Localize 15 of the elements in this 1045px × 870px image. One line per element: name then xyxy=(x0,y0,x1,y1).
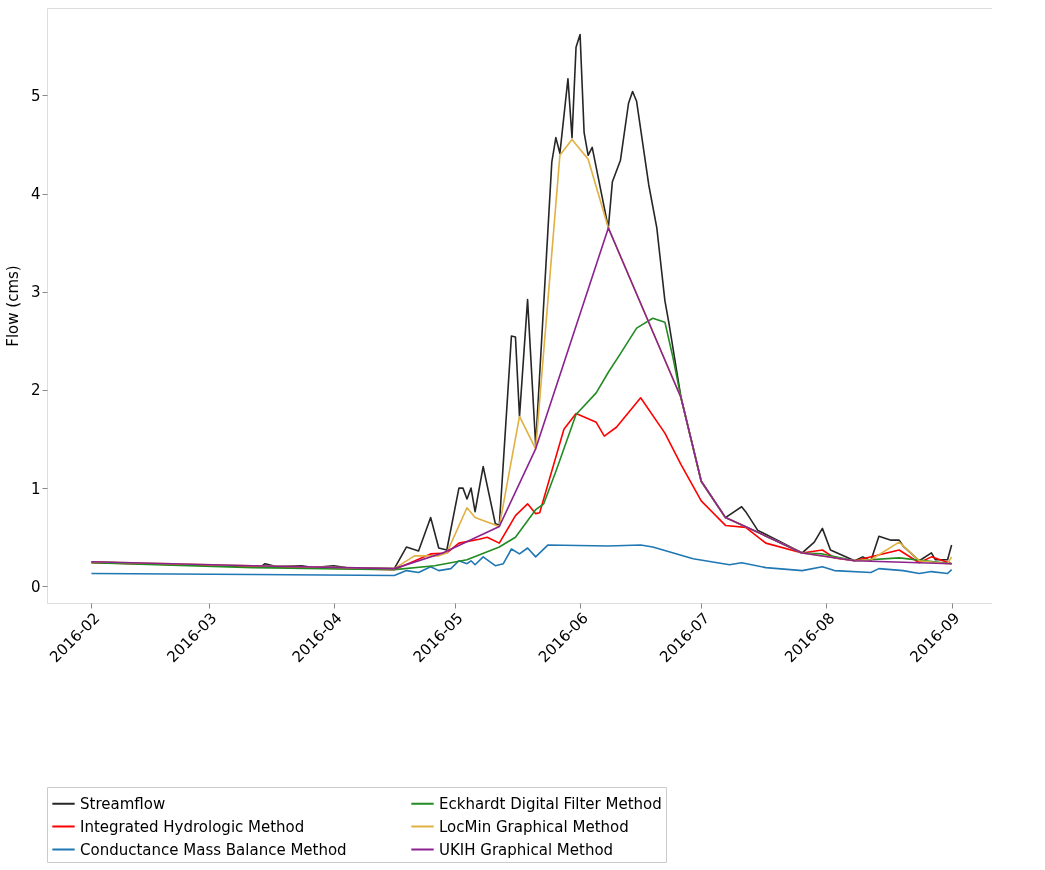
y-tick-label: 3 xyxy=(30,283,41,302)
legend-label: Streamflow xyxy=(80,794,166,813)
legend-label: Eckhardt Digital Filter Method xyxy=(439,794,662,813)
legend-label: Conductance Mass Balance Method xyxy=(80,840,347,859)
y-tick-label: 4 xyxy=(30,185,41,204)
y-axis-title: Flow (cms) xyxy=(3,265,22,347)
legend-label: LocMin Graphical Method xyxy=(439,817,629,836)
line-series xyxy=(90,227,953,570)
line-series xyxy=(90,544,953,577)
legend-label: Integrated Hydrologic Method xyxy=(80,817,305,836)
y-tick-label: 0 xyxy=(30,577,41,596)
y-tick-label: 1 xyxy=(30,479,41,498)
y-tick-label: 5 xyxy=(30,86,41,105)
legend-label: UKIH Graphical Method xyxy=(439,840,614,859)
y-tick-label: 2 xyxy=(30,381,41,400)
